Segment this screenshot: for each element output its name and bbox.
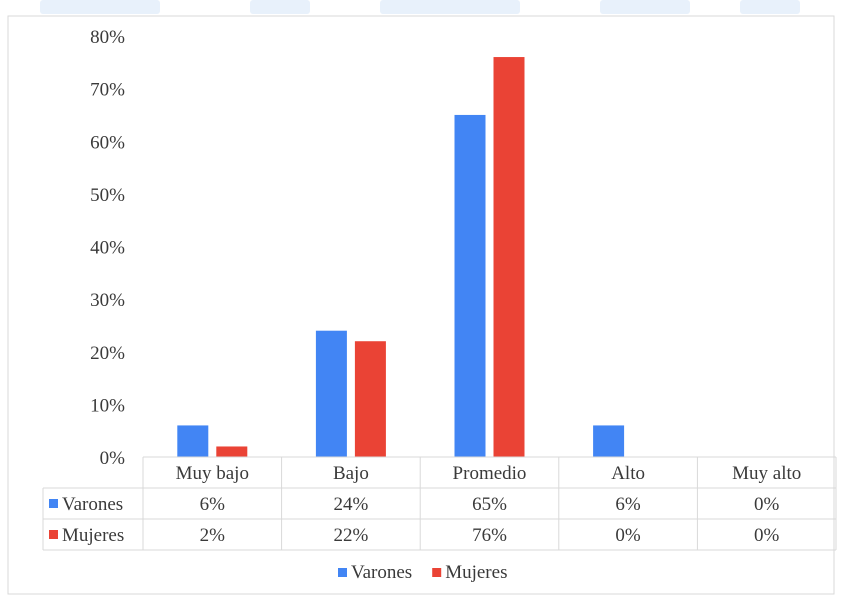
- y-tick-label: 40%: [90, 238, 125, 259]
- legend-key-mujeres: [49, 530, 58, 539]
- category-label: Alto: [611, 463, 645, 484]
- y-tick-label: 30%: [90, 290, 125, 311]
- bar-varones-promedio: [454, 114, 486, 457]
- legend-swatch-varones: [338, 568, 347, 577]
- y-axis: 0% 10% 20% 30% 40% 50% 60% 70% 80%: [90, 27, 125, 469]
- legend-key-varones: [49, 499, 58, 508]
- y-tick-label: 10%: [90, 395, 125, 416]
- category-label: Bajo: [333, 463, 369, 484]
- category-label: Muy alto: [732, 463, 801, 484]
- plot-area: [177, 57, 625, 458]
- legend-label: Mujeres: [445, 562, 507, 583]
- category-label: Muy bajo: [176, 463, 249, 484]
- data-label: 6%: [200, 494, 226, 515]
- y-tick-label: 60%: [90, 132, 125, 153]
- data-label: 6%: [615, 494, 641, 515]
- bar-varones-muy-bajo: [177, 425, 209, 457]
- bar-mujeres-muy-bajo: [216, 446, 248, 457]
- legend-label: Varones: [351, 562, 412, 583]
- data-label: 0%: [754, 525, 780, 546]
- data-label: 76%: [472, 525, 507, 546]
- data-label: 0%: [754, 494, 780, 515]
- data-label: 65%: [472, 494, 507, 515]
- y-tick-label: 20%: [90, 343, 125, 364]
- category-label: Promedio: [453, 463, 527, 484]
- y-tick-label: 50%: [90, 185, 125, 206]
- watermark: [40, 0, 800, 14]
- bar-mujeres-promedio: [493, 57, 525, 458]
- y-tick-label: 70%: [90, 80, 125, 101]
- data-label: 24%: [333, 494, 368, 515]
- y-tick-label: 80%: [90, 27, 125, 48]
- data-label: 22%: [333, 525, 368, 546]
- bar-mujeres-bajo: [354, 341, 386, 457]
- bar-varones-alto: [593, 425, 625, 457]
- data-label: 2%: [200, 525, 226, 546]
- legend: Varones Mujeres: [338, 562, 507, 583]
- bar-varones-bajo: [315, 330, 347, 457]
- data-table: Muy bajo Bajo Promedio Alto Muy alto Varones 6…: [42, 456, 837, 551]
- series-name: Mujeres: [62, 525, 124, 546]
- chart-border: [7, 15, 835, 595]
- data-label: 0%: [615, 525, 641, 546]
- series-name: Varones: [62, 494, 123, 515]
- legend-swatch-mujeres: [432, 568, 442, 577]
- y-tick-label: 0%: [100, 448, 126, 469]
